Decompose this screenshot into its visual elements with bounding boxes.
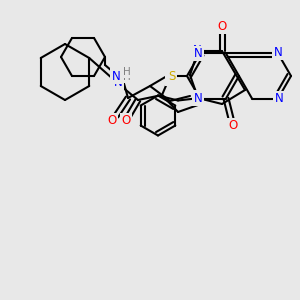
Text: N: N	[194, 92, 202, 105]
Text: O: O	[228, 119, 238, 132]
Text: O: O	[107, 115, 117, 128]
Text: N: N	[114, 76, 122, 88]
Text: N: N	[112, 70, 120, 83]
Text: H: H	[123, 72, 131, 82]
Text: S: S	[166, 71, 174, 85]
Text: H: H	[123, 67, 131, 77]
Text: S: S	[168, 70, 176, 83]
Text: N: N	[194, 92, 202, 104]
Text: N: N	[194, 47, 202, 60]
Text: O: O	[122, 115, 130, 128]
Text: N: N	[274, 92, 284, 105]
Text: N: N	[274, 46, 282, 59]
Text: O: O	[218, 20, 226, 32]
Text: N: N	[193, 44, 201, 58]
